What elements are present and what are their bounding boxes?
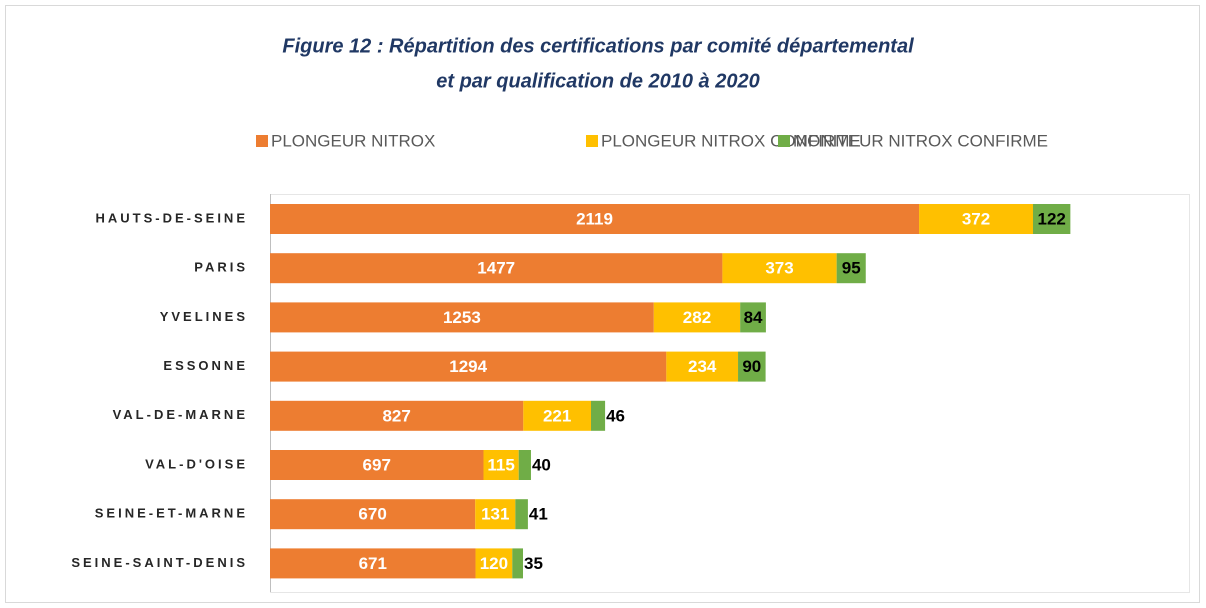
legend-label: PLONGEUR NITROX CONFIRME bbox=[601, 131, 861, 150]
bar-segment bbox=[722, 253, 837, 284]
bar-segment bbox=[270, 548, 476, 579]
bar-segment bbox=[1032, 204, 1071, 234]
category-label: SEINE-SAINT-DENIS bbox=[71, 555, 248, 570]
bar-segment bbox=[270, 400, 524, 431]
legend-swatch bbox=[586, 135, 598, 147]
bar-segment bbox=[666, 351, 739, 382]
bar-segment bbox=[512, 548, 524, 579]
bar-segment bbox=[475, 499, 516, 530]
bar-segment bbox=[270, 253, 723, 284]
value-label: 373 bbox=[765, 259, 793, 278]
legend-label: PLONGEUR NITROX bbox=[271, 131, 435, 150]
bar-segment bbox=[270, 204, 920, 234]
value-label: 2119 bbox=[576, 209, 613, 228]
value-label: 1477 bbox=[477, 259, 515, 278]
value-label: 827 bbox=[382, 406, 410, 425]
bar-segment bbox=[270, 302, 654, 333]
category-label: PARIS bbox=[194, 260, 248, 275]
value-label: 120 bbox=[480, 554, 508, 573]
legend-swatch bbox=[778, 135, 790, 147]
category-label: SEINE-ET-MARNE bbox=[95, 506, 248, 521]
value-label: 1253 bbox=[443, 308, 481, 327]
bar-segment bbox=[270, 450, 484, 480]
bar-segment bbox=[740, 302, 766, 333]
category-label: HAUTS-DE-SEINE bbox=[95, 210, 248, 225]
value-label: 131 bbox=[481, 505, 509, 524]
bar-segment bbox=[475, 548, 513, 579]
bar-segment bbox=[523, 400, 592, 431]
bar-segment bbox=[591, 400, 606, 431]
value-label: 234 bbox=[688, 357, 717, 376]
bar-segment bbox=[836, 253, 866, 284]
value-label: 35 bbox=[524, 554, 543, 573]
bar-segment bbox=[483, 450, 519, 480]
value-label: 46 bbox=[606, 406, 625, 425]
value-label: 1294 bbox=[449, 357, 487, 376]
legend-label: MONITEUR NITROX CONFIRME bbox=[793, 131, 1048, 150]
value-label: 122 bbox=[1037, 209, 1065, 228]
value-label: 90 bbox=[742, 357, 761, 376]
value-label: 84 bbox=[744, 308, 763, 327]
value-label: 670 bbox=[358, 505, 386, 524]
bar-segment bbox=[270, 351, 667, 382]
category-label: ESSONNE bbox=[163, 358, 248, 373]
value-label: 95 bbox=[842, 259, 861, 278]
category-label: VAL-DE-MARNE bbox=[113, 407, 248, 422]
value-label: 372 bbox=[962, 209, 990, 228]
value-label: 282 bbox=[683, 308, 711, 327]
value-label: 221 bbox=[543, 406, 571, 425]
bar-segment bbox=[653, 302, 741, 333]
bar-segment bbox=[270, 499, 476, 530]
value-label: 40 bbox=[532, 455, 551, 474]
legend-swatch bbox=[256, 135, 268, 147]
value-label: 115 bbox=[487, 455, 514, 474]
value-label: 671 bbox=[359, 554, 387, 573]
category-label: YVELINES bbox=[160, 309, 248, 324]
bar-segment bbox=[515, 499, 528, 530]
value-label: 41 bbox=[529, 505, 548, 524]
value-label: 697 bbox=[363, 455, 391, 474]
bar-segment bbox=[919, 204, 1033, 234]
category-label: VAL-D'OISE bbox=[145, 456, 248, 471]
bar-segment bbox=[518, 450, 531, 480]
bar-segment bbox=[738, 351, 766, 382]
chart-title: et par qualification de 2010 à 2020 bbox=[436, 70, 759, 92]
chart-title: Figure 12 : Répartition des certificatio… bbox=[282, 35, 914, 57]
